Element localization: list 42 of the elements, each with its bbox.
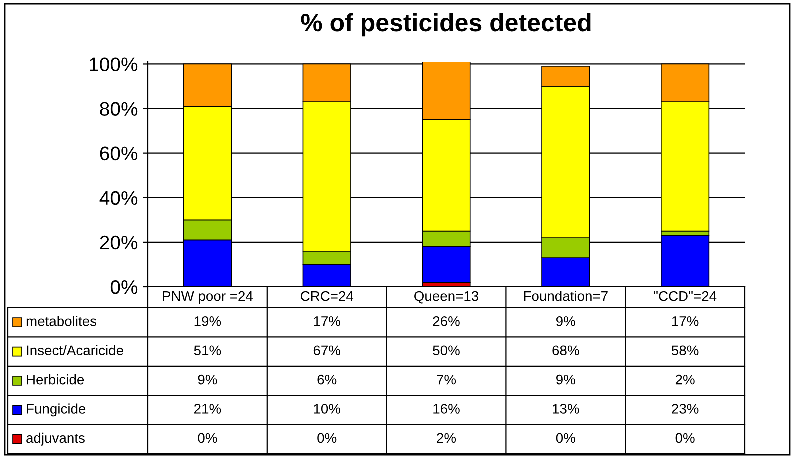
legend-label: Insect/Acaricide: [27, 345, 124, 356]
data-label: 17%: [314, 316, 341, 326]
data-label: 6%: [318, 374, 337, 385]
data-label: 17%: [672, 316, 699, 326]
data-label: 9%: [556, 374, 576, 385]
x-tick-label: PNW poor =24: [163, 291, 254, 304]
y-tick-label: 60%: [100, 146, 138, 161]
data-label: 9%: [556, 316, 576, 326]
y-tick-label: 80%: [100, 102, 138, 116]
y-tick-label: 40%: [100, 191, 138, 206]
data-label: 67%: [314, 346, 341, 356]
legend-label: adjuvants: [26, 432, 85, 446]
data-label: 68%: [552, 346, 580, 356]
data-label: 58%: [672, 346, 699, 356]
data-label: 10%: [314, 404, 341, 414]
data-label: 23%: [672, 404, 699, 414]
data-label: 0%: [676, 433, 695, 444]
legend-label: Fungicide: [27, 404, 86, 417]
data-label: 7%: [437, 374, 456, 385]
data-label: 0%: [556, 433, 576, 444]
x-tick-label: Foundation=7: [524, 291, 608, 302]
data-label: 50%: [433, 346, 460, 356]
data-label: 2%: [676, 374, 695, 385]
data-label: 21%: [194, 404, 222, 414]
data-label: 9%: [198, 374, 218, 385]
legend-label: Herbicide: [27, 374, 84, 385]
data-label: 2%: [437, 433, 456, 444]
legend-label: metabolites: [26, 316, 97, 326]
data-label: 0%: [198, 433, 218, 444]
data-label: 26%: [433, 316, 460, 326]
data-label: 16%: [434, 404, 460, 414]
x-tick-label: "CCD"=24: [654, 291, 717, 302]
chart-title: % of pesticides detected: [301, 13, 591, 37]
y-tick-label: 0%: [110, 280, 138, 294]
x-tick-label: Queen=13: [414, 291, 479, 304]
data-label: 19%: [194, 316, 222, 326]
data-label: 0%: [318, 433, 337, 444]
y-tick-label: 100%: [90, 58, 138, 72]
data-label: 13%: [553, 404, 580, 414]
x-tick-label: CRC=24: [300, 291, 354, 302]
data-label: 51%: [194, 346, 222, 356]
y-tick-label: 20%: [100, 236, 138, 250]
